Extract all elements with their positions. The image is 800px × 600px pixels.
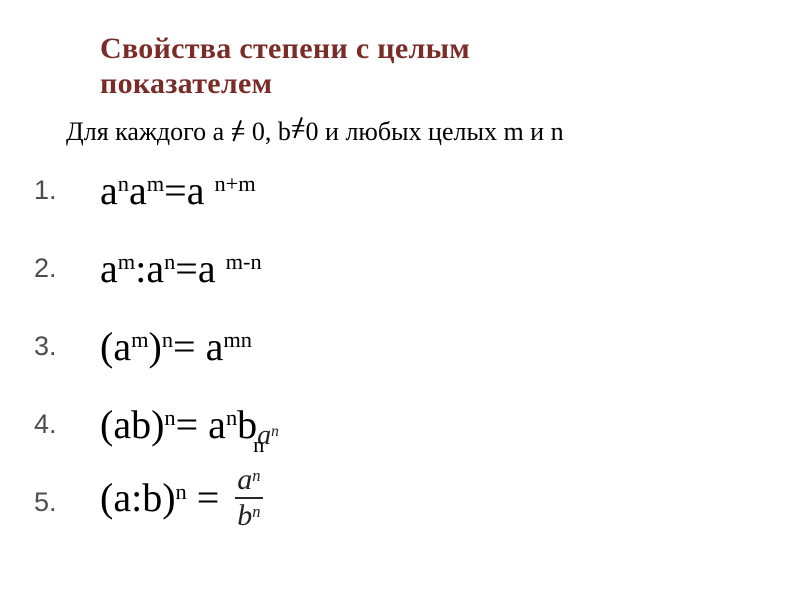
exp: m — [147, 171, 164, 196]
rule-number: 3. — [28, 331, 100, 362]
lparen: ( — [100, 475, 113, 520]
rule-3: 3. (am)n= amn — [28, 307, 772, 385]
intro-p2: 0, b — [252, 117, 291, 146]
slide: Свойства степени с целым показателем Для… — [18, 14, 782, 586]
exp: n — [162, 327, 173, 352]
rule-number: 5. — [28, 487, 100, 518]
colon: : — [135, 246, 146, 291]
title-line1: Свойства степени с целым — [100, 32, 470, 65]
exp: m — [131, 327, 148, 352]
exp: n — [118, 171, 129, 196]
rule-1: 1. anam=a n+m — [28, 151, 772, 229]
exp: n — [164, 249, 175, 274]
exp: n — [226, 405, 237, 430]
eq: = — [187, 475, 230, 520]
eq: = a — [173, 324, 223, 369]
base: ab — [113, 402, 151, 447]
exp: n — [253, 432, 264, 458]
rule-4: 4. (ab)n= anb an n — [28, 385, 772, 463]
rule-2: 2. am:an=a m-n — [28, 229, 772, 307]
lparen: ( — [100, 324, 113, 369]
neq-icon: = — [224, 117, 252, 147]
base: a — [146, 246, 164, 291]
base: a — [100, 168, 118, 213]
exp: m — [118, 249, 135, 274]
intro-p3: 0 и любых целых m и n — [306, 117, 564, 146]
frac-numerator: an — [235, 465, 262, 495]
rule-expression: (am)n= amn — [100, 323, 252, 370]
frac-denominator: bn — [235, 501, 262, 531]
eq: =a — [175, 246, 225, 291]
exp: m-n — [226, 249, 262, 274]
eq: = a — [176, 402, 226, 447]
rule-expression: (ab)n= anb an n — [100, 401, 299, 448]
fraction: an bn — [235, 465, 262, 531]
rule-expression: am:an=a m-n — [100, 245, 262, 292]
neq-icon: = — [291, 114, 306, 144]
rule-5: 5. (a:b)n = an bn — [28, 463, 772, 541]
exp: n — [164, 405, 175, 430]
title-line2: показателем — [100, 67, 272, 100]
rparen: ) — [151, 402, 164, 447]
exp: n+m — [214, 171, 255, 196]
rule-number: 2. — [28, 253, 100, 284]
base: a — [129, 168, 147, 213]
base: a — [113, 324, 131, 369]
base: a:b — [113, 475, 162, 520]
intro-text: Для каждого а = 0, b=0 и любых целых m и… — [28, 117, 772, 147]
base: a — [100, 246, 118, 291]
lparen: ( — [100, 402, 113, 447]
rule-number: 1. — [28, 175, 100, 206]
rule-number: 4. — [28, 409, 100, 440]
rparen: ) — [149, 324, 162, 369]
exp: n — [176, 479, 187, 504]
slide-title: Свойства степени с целым показателем — [28, 32, 772, 101]
rule-expression: (a:b)n = an bn — [100, 469, 263, 535]
eq: =a — [164, 168, 214, 213]
rule-expression: anam=a n+m — [100, 167, 256, 214]
exp: mn — [223, 327, 252, 352]
rparen: ) — [162, 475, 175, 520]
intro-p1: Для каждого а — [66, 117, 224, 146]
